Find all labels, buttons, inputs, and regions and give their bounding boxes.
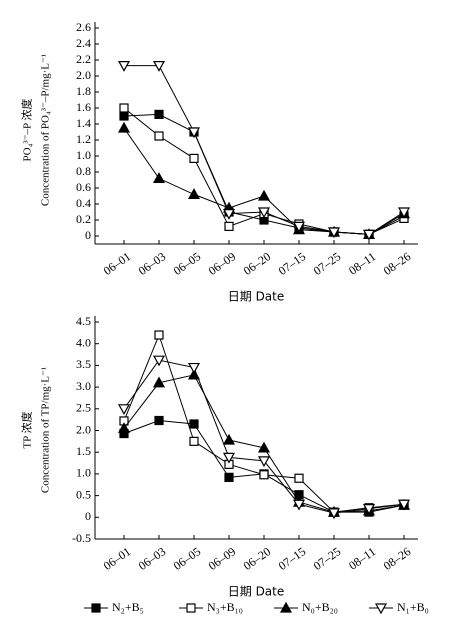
x-tick-label: 06–05 — [171, 249, 204, 278]
x-tick-label: 06–20 — [241, 544, 274, 573]
y-tick-label: 2.0 — [76, 68, 91, 82]
y-tick-label: 0.8 — [76, 164, 91, 178]
legend-label: N₁+B₀ — [397, 600, 429, 614]
y-tick-label: -0.5 — [72, 531, 91, 545]
x-tick-label: 08–11 — [346, 544, 378, 572]
y-tick-label: 3.0 — [76, 379, 91, 393]
marker — [119, 111, 129, 121]
marker — [152, 376, 166, 388]
marker — [292, 221, 306, 233]
y-tick-label: 0 — [85, 509, 91, 523]
x-tick-label: 06–05 — [171, 544, 204, 573]
x-tick-label: 08–11 — [346, 249, 378, 277]
marker — [186, 603, 196, 613]
marker — [259, 470, 269, 480]
x-tick-label: 08–26 — [381, 544, 414, 573]
marker — [117, 60, 131, 72]
marker — [152, 172, 166, 183]
y-axis-title: Concentration of TP/mg·L⁻¹ — [40, 367, 52, 493]
marker — [327, 508, 341, 520]
x-tick-label: 07–25 — [311, 249, 344, 278]
x-axis-title: 日期 Date — [228, 585, 285, 599]
y-tick-label: 2.2 — [76, 52, 91, 66]
y-tick-label: 0.6 — [76, 180, 91, 194]
marker — [362, 229, 376, 241]
y-tick-label: 1.5 — [76, 444, 91, 458]
marker — [222, 209, 236, 220]
marker — [257, 207, 271, 219]
legend-label: N₃+B₁₀ — [207, 600, 243, 614]
x-tick-label: 06–09 — [206, 544, 239, 573]
marker — [224, 221, 234, 231]
marker — [154, 415, 164, 426]
marker — [152, 60, 166, 72]
marker — [187, 127, 201, 139]
y-tick-label: 2.4 — [76, 36, 91, 50]
y-tick-label: 2.6 — [76, 20, 91, 34]
y-tick-label: 1.8 — [76, 84, 91, 98]
y-tick-label: 2.0 — [76, 422, 91, 436]
y-tick-label: 1.0 — [76, 466, 91, 480]
x-tick-label: 07–25 — [311, 544, 344, 573]
legend-label: N₂+B₅ — [112, 600, 144, 614]
marker — [189, 153, 199, 163]
y-axis-title: Concentration of PO₄³⁻–P/mg·L⁻¹ — [40, 54, 52, 206]
marker — [117, 121, 131, 133]
y-tick-label: 1.2 — [76, 132, 91, 146]
marker — [119, 103, 129, 113]
marker — [362, 504, 376, 515]
marker — [152, 355, 166, 367]
x-tick-label: 06–03 — [136, 249, 169, 278]
marker — [189, 419, 199, 429]
marker — [257, 189, 271, 201]
y-tick-label: 2.5 — [76, 401, 91, 415]
marker — [279, 601, 293, 613]
y-tick-label: 0 — [85, 228, 91, 242]
y-tick-label: 4.0 — [76, 335, 91, 349]
marker — [397, 207, 411, 219]
marker — [374, 603, 388, 615]
marker — [224, 472, 234, 482]
marker — [397, 499, 411, 511]
y-tick-label: 0.5 — [76, 487, 91, 501]
x-tick-label: 08–26 — [381, 249, 414, 278]
marker — [154, 109, 164, 120]
y-tick-label: 1.0 — [76, 148, 91, 162]
x-tick-label: 06–01 — [101, 249, 134, 278]
y-tick-label: 4.5 — [76, 314, 91, 328]
x-tick-label: 06–03 — [136, 544, 169, 573]
legend-label: N₀+B₂₀ — [302, 600, 338, 614]
series-line — [123, 359, 405, 514]
marker — [222, 433, 236, 445]
x-tick-label: 07–15 — [276, 249, 309, 278]
x-tick-label: 06–01 — [101, 544, 134, 573]
marker — [257, 441, 271, 453]
marker — [91, 603, 101, 613]
x-tick-label: 06–09 — [206, 249, 239, 278]
y-axis-title: TP 浓度 — [20, 411, 34, 448]
marker — [187, 188, 201, 199]
marker — [154, 330, 164, 340]
marker — [292, 499, 306, 511]
marker — [257, 456, 271, 468]
marker — [154, 131, 164, 141]
x-tick-label: 07–15 — [276, 544, 309, 573]
y-tick-label: 1.6 — [76, 100, 91, 114]
y-axis-title: PO₄³⁻–P 浓度 — [20, 99, 34, 162]
y-tick-label: 1.4 — [76, 116, 91, 130]
y-tick-label: 0.2 — [76, 212, 91, 226]
marker — [294, 473, 304, 483]
y-tick-label: 3.5 — [76, 357, 91, 371]
marker — [327, 227, 341, 239]
marker — [117, 404, 131, 416]
x-tick-label: 06–20 — [241, 249, 274, 278]
y-tick-label: 0.4 — [76, 196, 91, 210]
x-axis-title: 日期 Date — [228, 290, 285, 304]
marker — [187, 362, 201, 374]
marker — [117, 422, 131, 433]
marker — [222, 452, 236, 464]
marker — [189, 436, 199, 446]
